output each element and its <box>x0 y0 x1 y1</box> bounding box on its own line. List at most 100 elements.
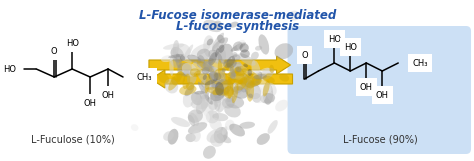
Ellipse shape <box>182 44 193 61</box>
Ellipse shape <box>223 59 237 68</box>
Ellipse shape <box>206 110 219 123</box>
Ellipse shape <box>232 84 238 103</box>
Ellipse shape <box>209 73 216 80</box>
Ellipse shape <box>212 77 224 90</box>
Text: OH: OH <box>83 99 97 108</box>
Ellipse shape <box>224 104 241 118</box>
Ellipse shape <box>230 66 239 78</box>
Ellipse shape <box>205 58 213 67</box>
Ellipse shape <box>168 129 178 145</box>
Ellipse shape <box>228 71 247 77</box>
Ellipse shape <box>191 99 209 109</box>
Ellipse shape <box>215 48 219 57</box>
Ellipse shape <box>188 109 203 123</box>
Ellipse shape <box>183 88 196 108</box>
Ellipse shape <box>203 20 222 32</box>
Ellipse shape <box>131 124 138 131</box>
Ellipse shape <box>240 49 250 58</box>
Ellipse shape <box>254 74 267 79</box>
Ellipse shape <box>257 133 270 145</box>
Ellipse shape <box>175 53 182 68</box>
Ellipse shape <box>210 65 215 81</box>
Ellipse shape <box>217 35 225 43</box>
Ellipse shape <box>190 113 199 126</box>
Ellipse shape <box>209 71 219 81</box>
Ellipse shape <box>252 93 261 103</box>
FancyArrow shape <box>151 70 292 88</box>
Ellipse shape <box>191 90 209 102</box>
Ellipse shape <box>251 75 262 85</box>
Ellipse shape <box>237 77 247 91</box>
Ellipse shape <box>168 54 183 58</box>
Text: OH: OH <box>376 90 389 99</box>
Ellipse shape <box>164 79 178 93</box>
Ellipse shape <box>231 86 248 99</box>
Ellipse shape <box>171 117 190 127</box>
Ellipse shape <box>224 86 234 98</box>
Ellipse shape <box>177 62 192 76</box>
Ellipse shape <box>170 56 180 68</box>
Ellipse shape <box>230 62 243 75</box>
Ellipse shape <box>246 80 254 102</box>
Text: O: O <box>301 51 308 60</box>
Ellipse shape <box>194 91 205 95</box>
Ellipse shape <box>197 69 212 86</box>
Ellipse shape <box>229 124 245 137</box>
Ellipse shape <box>260 68 274 80</box>
Ellipse shape <box>208 50 222 64</box>
Ellipse shape <box>264 82 277 97</box>
Ellipse shape <box>215 82 224 96</box>
Ellipse shape <box>244 74 255 89</box>
Text: CH₃: CH₃ <box>412 58 428 67</box>
Ellipse shape <box>260 93 275 104</box>
Ellipse shape <box>210 88 225 103</box>
Ellipse shape <box>190 68 201 77</box>
Ellipse shape <box>216 79 231 95</box>
Ellipse shape <box>232 54 240 60</box>
Ellipse shape <box>197 49 210 60</box>
Ellipse shape <box>222 71 233 88</box>
Ellipse shape <box>179 85 197 95</box>
Ellipse shape <box>161 55 174 62</box>
Ellipse shape <box>229 71 250 84</box>
Ellipse shape <box>207 129 224 143</box>
Ellipse shape <box>224 86 234 97</box>
Ellipse shape <box>245 81 260 88</box>
Text: L-Fucose (90%): L-Fucose (90%) <box>343 135 418 145</box>
Ellipse shape <box>214 93 221 111</box>
Text: HO: HO <box>344 43 357 52</box>
Ellipse shape <box>197 61 214 72</box>
Ellipse shape <box>263 80 270 96</box>
Ellipse shape <box>176 44 191 58</box>
Ellipse shape <box>233 82 242 95</box>
Ellipse shape <box>250 78 262 86</box>
Ellipse shape <box>213 79 232 95</box>
Ellipse shape <box>202 67 210 75</box>
Ellipse shape <box>250 86 266 103</box>
Ellipse shape <box>230 67 236 77</box>
Ellipse shape <box>205 79 218 85</box>
Ellipse shape <box>228 64 249 80</box>
Ellipse shape <box>289 11 301 20</box>
Ellipse shape <box>214 127 228 143</box>
Ellipse shape <box>211 84 218 89</box>
Ellipse shape <box>203 146 216 159</box>
Text: L-fucose synthesis: L-fucose synthesis <box>176 20 299 33</box>
Ellipse shape <box>229 71 237 79</box>
Ellipse shape <box>206 87 229 95</box>
Ellipse shape <box>210 118 222 131</box>
Ellipse shape <box>247 69 252 76</box>
Ellipse shape <box>274 43 293 59</box>
Ellipse shape <box>212 37 228 52</box>
Ellipse shape <box>207 65 217 73</box>
Ellipse shape <box>227 75 233 99</box>
Ellipse shape <box>186 82 194 90</box>
Ellipse shape <box>210 85 225 92</box>
Ellipse shape <box>171 77 178 85</box>
Ellipse shape <box>187 55 201 64</box>
Ellipse shape <box>232 62 241 74</box>
Ellipse shape <box>235 80 249 94</box>
Ellipse shape <box>207 58 214 64</box>
Ellipse shape <box>222 68 226 72</box>
Ellipse shape <box>209 52 217 66</box>
